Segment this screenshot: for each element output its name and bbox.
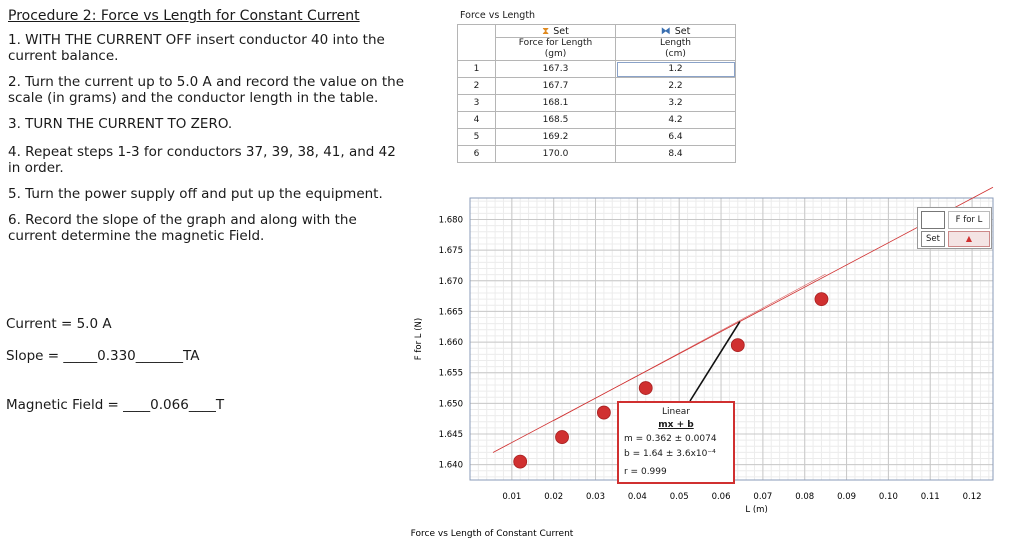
- x-tick-label: 0.10: [879, 492, 898, 502]
- bowtie-icon: ⧓: [660, 25, 671, 37]
- length-cell[interactable]: 8.4: [615, 145, 736, 163]
- data-point: [555, 430, 569, 444]
- legend-swatch[interactable]: [921, 211, 945, 229]
- x-tick-label: 0.04: [628, 492, 647, 502]
- data-point: [638, 381, 653, 395]
- x-axis-label: L (m): [745, 505, 767, 515]
- data-table: ⧗ Set ⧓ Set Force for Length (gm) Length (cm…: [457, 24, 736, 163]
- x-tick-label: 0.05: [670, 492, 689, 502]
- x-tick-label: 0.11: [921, 492, 940, 502]
- table-row: 2 167.7 2.2: [457, 77, 736, 95]
- data-point: [596, 405, 611, 420]
- instructions-panel: Procedure 2: Force vs Length for Constan…: [8, 8, 408, 254]
- x-tick-label: 0.01: [502, 492, 521, 502]
- y-tick-label: 1.665: [439, 307, 463, 317]
- slope-label: Slope =: [6, 348, 64, 364]
- y-tick-label: 1.680: [439, 215, 463, 225]
- fit-pointer-line: [689, 321, 741, 402]
- table-title: Force vs Length: [460, 10, 536, 21]
- field-label: Magnetic Field =: [6, 397, 124, 413]
- fit-name: Linear: [662, 407, 690, 417]
- y-tick-label: 1.675: [439, 246, 463, 256]
- chart-title: Force vs Length of Constant Current: [411, 529, 574, 539]
- x-tick-label: 0.06: [712, 492, 731, 502]
- table-row: 3 168.1 3.2: [457, 94, 736, 112]
- y-tick-label: 1.660: [439, 338, 463, 348]
- step-3: 3. TURN THE CURRENT TO ZERO.: [8, 116, 233, 132]
- fit-lines: [492, 186, 994, 453]
- fit-slope: m = 0.362 ± 0.0074: [624, 434, 717, 444]
- x-tick-label: 0.12: [963, 492, 982, 502]
- y-tick-label: 1.670: [439, 277, 463, 287]
- y-tick-label: 1.640: [439, 461, 463, 471]
- fit-intercept: b = 1.64 ± 3.6x10⁻⁴: [624, 449, 716, 459]
- legend-marker-icon[interactable]: ▲: [948, 231, 990, 247]
- procedure-title: Procedure 2: Force vs Length for Constan…: [8, 8, 360, 24]
- x-tick-label: 0.07: [753, 492, 772, 502]
- hourglass-icon: ⧗: [542, 25, 550, 37]
- table-row: 6 170.0 8.4: [457, 145, 736, 163]
- slope-value[interactable]: _____0.330_______TA: [63, 348, 200, 364]
- slope-answer: Slope = _____0.330_______TA: [6, 348, 199, 364]
- length-column-header: Length (cm): [615, 37, 736, 61]
- fit-correlation: r = 0.999: [624, 467, 667, 477]
- legend-set-button[interactable]: Set: [921, 231, 945, 247]
- x-tick-label: 0.03: [586, 492, 605, 502]
- current-answer: Current = 5.0 A: [6, 316, 112, 332]
- data-point: [730, 338, 745, 353]
- legend: F for L Set ▲: [917, 207, 992, 249]
- y-tick-label: 1.655: [439, 369, 463, 379]
- linear-fit-box[interactable]: Linear mx + b m = 0.362 ± 0.0074 b = 1.6…: [617, 401, 735, 484]
- x-tick-label: 0.08: [795, 492, 814, 502]
- data-points: [513, 292, 829, 469]
- y-tick-label: 1.645: [439, 430, 463, 440]
- x-tick-label: 0.09: [837, 492, 856, 502]
- y-axis-label: F for L (N): [414, 318, 424, 360]
- data-point: [814, 292, 829, 307]
- fit-equation: mx + b: [658, 420, 694, 430]
- y-tick-labels: 1.640 1.645 1.650 1.655 1.660 1.665 1.670 1.675…: [439, 215, 463, 470]
- step-4: 4. Repeat steps 1-3 for conductors 37, 3…: [8, 144, 396, 176]
- row-index-header: [457, 24, 496, 61]
- x-tick-label: 0.02: [544, 492, 563, 502]
- legend-label: F for L: [948, 211, 990, 229]
- step-2: 2. Turn the current up to 5.0 A and reco…: [8, 74, 405, 106]
- step-1: 1. WITH THE CURRENT OFF insert conductor…: [8, 32, 385, 64]
- fit-line-bound: [553, 273, 826, 422]
- step-6: 6. Record the slope of the graph and alo…: [8, 212, 357, 244]
- field-value[interactable]: ____0.066____T: [123, 397, 225, 413]
- force-cell[interactable]: 170.0: [495, 145, 616, 163]
- x-tick-labels: 0.01 0.02 0.03 0.04 0.05 0.06 0.07 0.08 0.09 0.10…: [502, 492, 981, 502]
- field-answer: Magnetic Field = ____0.066____T: [6, 397, 224, 413]
- data-point: [513, 454, 528, 469]
- y-tick-label: 1.650: [439, 399, 463, 409]
- step-5: 5. Turn the power supply off and put up …: [8, 186, 383, 202]
